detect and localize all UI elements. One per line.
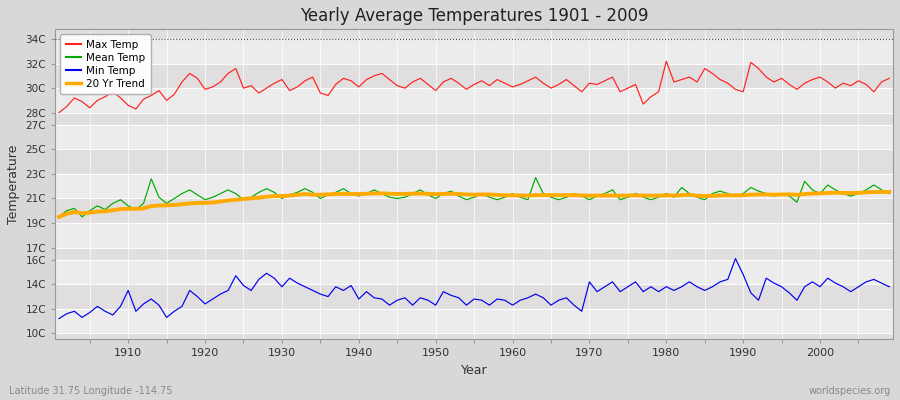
Bar [55, 284, 893, 309]
Bar [55, 39, 893, 64]
Y-axis label: Temperature: Temperature [7, 145, 20, 224]
Bar [55, 113, 893, 125]
Legend: Max Temp, Mean Temp, Min Temp, 20 Yr Trend: Max Temp, Mean Temp, Min Temp, 20 Yr Tre… [60, 34, 150, 94]
Bar [55, 150, 893, 174]
Bar [55, 88, 893, 113]
X-axis label: Year: Year [461, 364, 488, 377]
Bar [55, 64, 893, 88]
Bar [55, 248, 893, 260]
Text: Latitude 31.75 Longitude -114.75: Latitude 31.75 Longitude -114.75 [9, 386, 173, 396]
Bar [55, 309, 893, 333]
Bar [55, 260, 893, 284]
Bar [55, 223, 893, 248]
Bar [55, 125, 893, 150]
Bar [55, 198, 893, 223]
Text: worldspecies.org: worldspecies.org [809, 386, 891, 396]
Title: Yearly Average Temperatures 1901 - 2009: Yearly Average Temperatures 1901 - 2009 [300, 7, 648, 25]
Bar [55, 174, 893, 198]
